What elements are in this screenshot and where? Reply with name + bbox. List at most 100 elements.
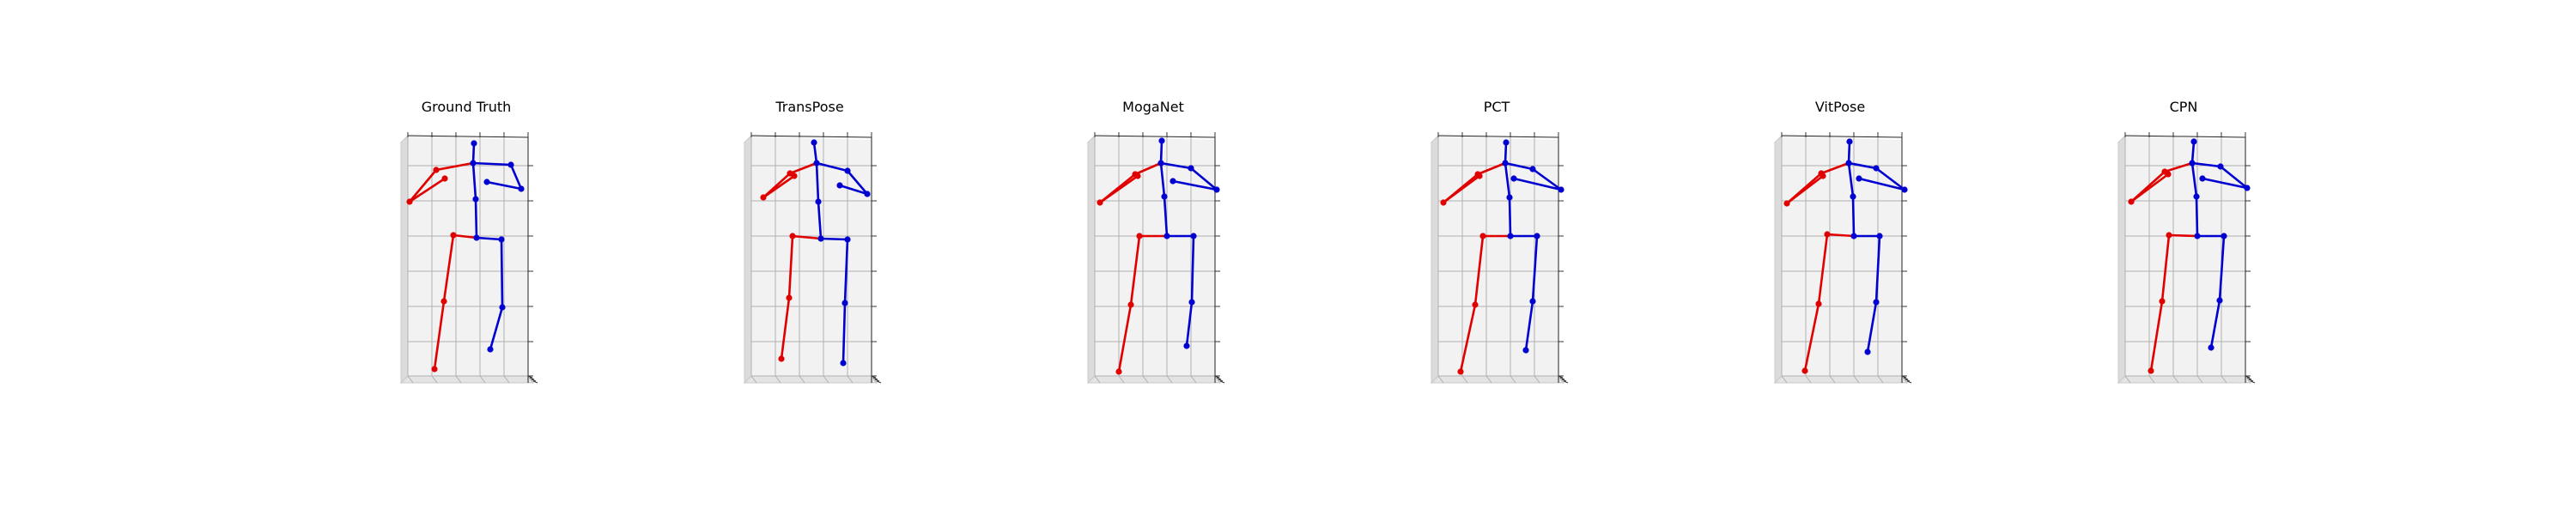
floor-grid-line <box>1805 375 1812 384</box>
joint-right-p <box>473 234 480 241</box>
joint-right-h <box>1846 138 1853 145</box>
bone-right-h-n <box>1504 141 1508 165</box>
floor-grid-line <box>1118 375 1125 384</box>
floor-pane <box>2117 375 2251 384</box>
bone-right-t-p <box>1163 195 1169 238</box>
joint-right-n <box>470 160 477 167</box>
bone-left-lk-la <box>1459 303 1477 373</box>
floor-grid-line <box>775 375 781 384</box>
floor-grid-line <box>2245 375 2251 384</box>
bone-right-t-p <box>1851 195 1856 238</box>
joint-left-la <box>431 366 438 373</box>
bone-left-lh-lk <box>1129 234 1141 306</box>
floor-grid-line <box>1558 375 1564 384</box>
bone-left-n-ls <box>1133 161 1163 176</box>
corner-tick <box>527 375 533 379</box>
floor-grid-line <box>407 375 414 384</box>
bone-right-rk-ra <box>489 306 504 351</box>
joint-right-rh <box>1876 233 1883 239</box>
side-pane <box>1087 134 1096 385</box>
floor-grid-line <box>750 375 757 384</box>
joint-right-t <box>1161 193 1168 200</box>
corner-tick <box>2250 380 2256 384</box>
joint-right-rh <box>498 236 505 243</box>
joint-right-p <box>2194 233 2201 239</box>
back-pane <box>751 136 872 376</box>
joint-right-rk <box>2216 297 2223 304</box>
floor-grid-line <box>1877 375 1884 384</box>
back-pane <box>2125 136 2245 376</box>
corner-tick <box>876 380 882 384</box>
bone-right-h-n <box>1847 140 1851 165</box>
bone-left-lh-lk <box>442 233 455 303</box>
joint-right-p <box>817 235 824 242</box>
joint-right-ra <box>1183 342 1190 349</box>
joint-right-t <box>472 196 479 203</box>
joint-left-la <box>1457 368 1464 375</box>
joint-left-lk <box>786 294 793 301</box>
joint-left-la <box>778 355 785 362</box>
joint-right-t <box>815 198 822 205</box>
top-axis <box>1437 135 1559 138</box>
bone-right-n-rs <box>1504 161 1534 171</box>
joint-right-rh <box>1534 233 1540 239</box>
floor-grid-line <box>2196 375 2203 384</box>
bone-left-le-lw <box>1785 174 1825 205</box>
joint-right-re <box>518 185 525 192</box>
bone-right-t-p <box>817 200 823 240</box>
corner-tick <box>1905 379 1911 382</box>
joint-right-re <box>1213 186 1220 193</box>
floor-pane <box>1773 375 1908 384</box>
joint-right-ra <box>2208 344 2215 351</box>
joint-right-rk <box>499 304 506 311</box>
joint-right-rk <box>841 300 848 306</box>
bone-left-le-lw <box>408 177 447 203</box>
top-axis <box>1094 135 1216 138</box>
joint-left-le <box>1440 199 1447 206</box>
bone-left-n-ls <box>1820 161 1850 175</box>
pose-panel-3: MogaNet <box>1086 99 1225 385</box>
pose-panel-2: TransPose <box>743 99 882 385</box>
corner-tick <box>1563 380 1569 384</box>
joint-right-rw <box>1510 175 1517 182</box>
floor-grid-line <box>2148 375 2155 384</box>
bone-left-lh-lk <box>1473 234 1485 306</box>
joint-right-t <box>2193 193 2200 200</box>
back-pane <box>408 136 528 376</box>
bone-right-rs-re <box>846 169 869 196</box>
bone-right-rk-ra <box>1185 300 1194 348</box>
bone-right-n-t <box>1504 161 1511 199</box>
corner-tick <box>871 375 877 379</box>
bone-right-t-p <box>2195 195 2199 238</box>
joint-left-lk <box>2159 298 2166 305</box>
bone-left-le-lw <box>2129 173 2170 203</box>
side-pane <box>1431 134 1439 385</box>
floor-grid-line <box>1853 375 1860 384</box>
bone-right-rh-rk <box>1874 234 1881 304</box>
joint-left-lw <box>1820 173 1826 179</box>
bone-right-re-rw <box>2201 177 2249 190</box>
joint-left-le <box>760 194 767 201</box>
joint-left-lk <box>1472 301 1479 308</box>
bone-left-lh-lk <box>787 234 794 300</box>
corner-tick <box>872 377 878 380</box>
floor-grid-line <box>1901 375 1908 384</box>
bone-right-rk-ra <box>2209 299 2221 349</box>
panel-title: Ground Truth <box>422 99 512 115</box>
joint-right-rk <box>1188 299 1195 306</box>
corner-tick <box>531 379 537 382</box>
bone-right-re-rw <box>1512 177 1563 191</box>
back-pane <box>1438 136 1558 376</box>
floor-grid-line <box>1461 375 1468 384</box>
floor-grid-line <box>1829 375 1836 384</box>
bone-right-n-rs <box>2190 161 2222 168</box>
joint-left-lh <box>1824 231 1831 238</box>
skeleton <box>760 139 871 367</box>
panel-title: PCT <box>1484 99 1510 115</box>
floor-grid-line <box>2124 375 2131 384</box>
floor-grid-line <box>527 375 534 384</box>
joint-left-lw <box>791 173 798 179</box>
bone-right-h-n <box>2190 140 2196 165</box>
joint-left-lh <box>2166 232 2172 239</box>
